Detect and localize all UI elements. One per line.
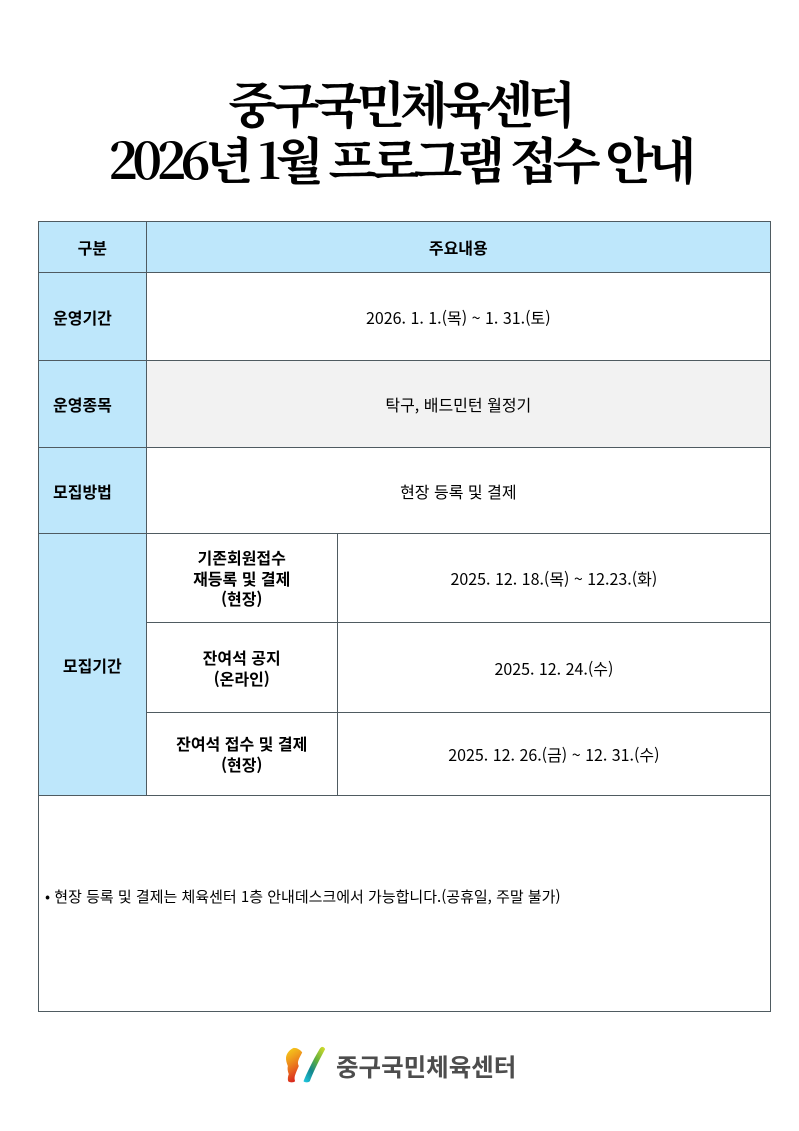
svg-text:중구국민체육센터: 중구국민체육센터	[336, 1049, 515, 1084]
